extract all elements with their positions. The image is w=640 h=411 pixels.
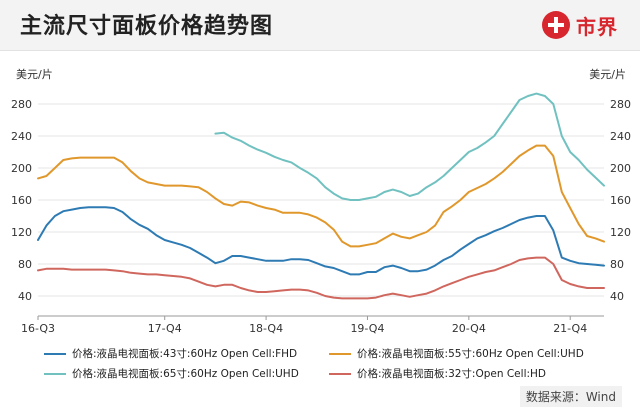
x-tick-16-Q3: 16-Q3 — [21, 322, 55, 335]
x-tick-17-Q4: 17-Q4 — [148, 322, 182, 335]
legend-swatch-32 — [329, 372, 351, 375]
legend-item-65: 价格:液晶电视面板:65寸:60Hz Open Cell:UHD — [44, 366, 299, 381]
y-tick-left-200: 200 — [11, 162, 32, 175]
series-line-55 — [37, 144, 605, 248]
legend-item-55: 价格:液晶电视面板:55寸:60Hz Open Cell:UHD — [329, 346, 584, 361]
y-tick-right-240: 240 — [610, 130, 631, 143]
y-tick-left-120: 120 — [11, 226, 32, 239]
y-tick-left-160: 160 — [11, 194, 32, 207]
right-axis-unit: 美元/片 — [589, 68, 626, 81]
y-tick-right-40: 40 — [610, 290, 624, 303]
series-line-43 — [37, 206, 605, 276]
chart-legend: 价格:液晶电视面板:43寸:60Hz Open Cell:FHD 价格:液晶电视… — [44, 343, 604, 387]
brand-logo-icon — [542, 11, 570, 39]
legend-swatch-55 — [329, 352, 351, 355]
brand-name: 市界 — [576, 14, 618, 39]
legend-label-65: 价格:液晶电视面板:65寸:60Hz Open Cell:UHD — [72, 368, 299, 380]
header-bar: 主流尺寸面板价格趋势图 市界 — [0, 0, 640, 51]
x-tick-19-Q4: 19-Q4 — [350, 322, 384, 335]
x-tick-18-Q4: 18-Q4 — [249, 322, 283, 335]
data-source-note: 数据来源：Wind — [519, 386, 622, 407]
legend-label-32: 价格:液晶电视面板:32寸:Open Cell:HD — [357, 368, 546, 380]
brand: 市界 — [542, 9, 618, 41]
series-line-65 — [214, 92, 605, 201]
y-tick-right-200: 200 — [610, 162, 631, 175]
legend-label-43: 价格:液晶电视面板:43寸:60Hz Open Cell:FHD — [72, 348, 298, 360]
legend-item-43: 价格:液晶电视面板:43寸:60Hz Open Cell:FHD — [44, 346, 297, 361]
y-tick-left-40: 40 — [18, 290, 32, 303]
y-tick-left-280: 280 — [11, 98, 32, 111]
y-tick-right-280: 280 — [610, 98, 631, 111]
legend-item-32: 价格:液晶电视面板:32寸:Open Cell:HD — [329, 366, 546, 381]
y-tick-left-240: 240 — [11, 130, 32, 143]
page-title: 主流尺寸面板价格趋势图 — [20, 14, 274, 39]
y-tick-right-80: 80 — [610, 258, 624, 271]
legend-label-55: 价格:液晶电视面板:55寸:60Hz Open Cell:UHD — [357, 348, 584, 360]
legend-swatch-43 — [44, 352, 66, 355]
y-tick-left-80: 80 — [18, 258, 32, 271]
legend-swatch-65 — [44, 372, 66, 375]
x-tick-20-Q4: 20-Q4 — [452, 322, 486, 335]
y-tick-right-120: 120 — [610, 226, 631, 239]
series-line-32 — [37, 256, 605, 300]
y-tick-right-160: 160 — [610, 194, 631, 207]
left-axis-unit: 美元/片 — [16, 68, 53, 81]
x-tick-21-Q4: 21-Q4 — [553, 322, 587, 335]
